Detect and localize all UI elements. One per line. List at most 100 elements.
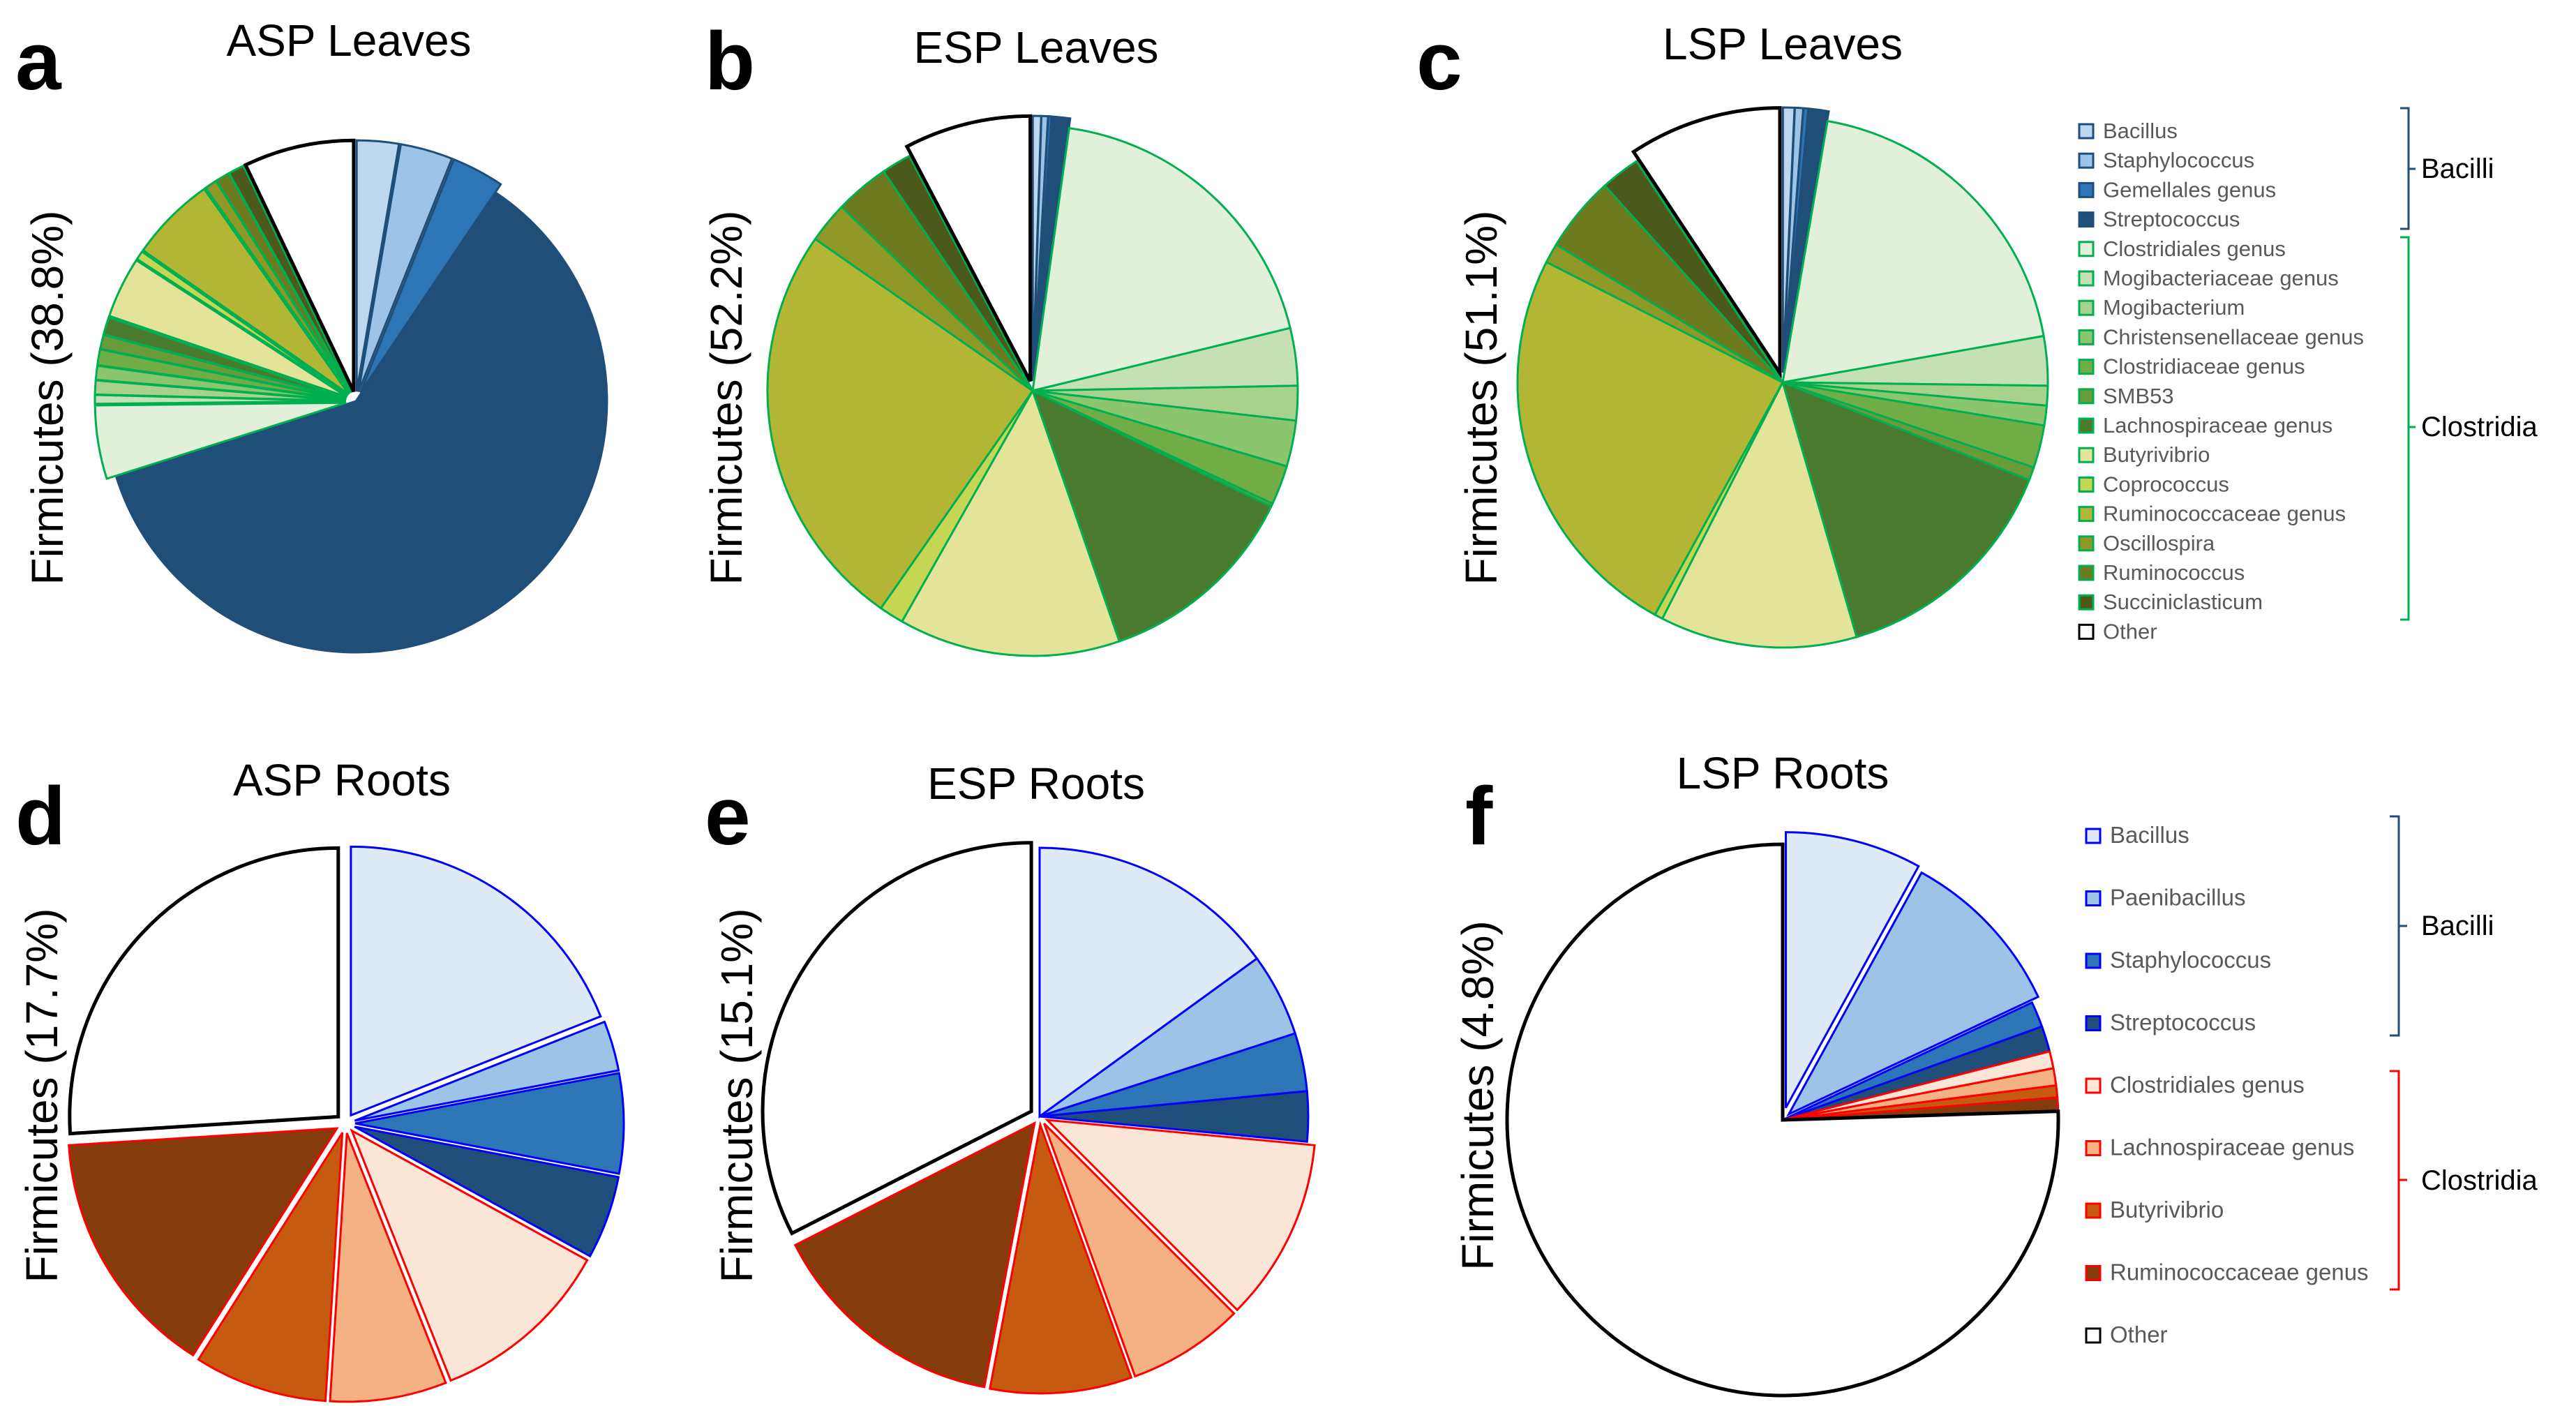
pie-b — [766, 114, 1299, 657]
panel-title-c: LSP Leaves — [1663, 19, 1903, 69]
legend-swatch-ruminococcaceae-genus — [2085, 1265, 2102, 1281]
panel-letter-e: e — [705, 770, 751, 862]
legend-swatch-mogibacterium — [2078, 299, 2095, 316]
legend-label-christensenellaceae-genus: Christensenellaceae genus — [2103, 324, 2364, 349]
panel-letter-c: c — [1416, 15, 1462, 107]
pie-e-slice-other — [761, 841, 1033, 1236]
legend-swatch-clostridiales-genus — [2078, 241, 2095, 257]
pie-a — [93, 138, 608, 654]
pie-a-slice-other — [243, 138, 356, 393]
class-label-bacilli-roots: Bacilli — [2421, 911, 2494, 941]
pie-d-slice-paenibacillus — [354, 1020, 620, 1122]
pie-b-slice-succiniclasticum — [882, 154, 1034, 391]
pie-b-slice-lachnospiraceae-genus — [1031, 389, 1273, 643]
legend-swatch-gemellales-genus — [2078, 181, 2095, 198]
pie-e — [761, 841, 1316, 1395]
legend-label-ruminococcaceae-genus: Ruminococcaceae genus — [2103, 502, 2346, 526]
pie-e-slice-bacillus — [1038, 846, 1259, 1119]
legend-label-clostridiales-genus: Clostridiales genus — [2103, 237, 2286, 261]
panel-letter-f: f — [1465, 770, 1493, 862]
panel-b: b ESP Leaves Firmicutes (52.2%) — [701, 15, 1299, 657]
legend-label-staphylococcus: Staphylococcus — [2103, 148, 2254, 172]
pie-a-slice-staphylococcus — [357, 142, 454, 393]
panel-f: f LSP Roots Firmicutes (4.8%) — [1453, 748, 2060, 1398]
pie-d-slice-ruminococcaceae-genus — [68, 1127, 339, 1357]
panel-d: d ASP Roots Firmicutes (17.7%) — [15, 755, 625, 1403]
legend-swatch-other — [2085, 1327, 2102, 1344]
legend-swatch-christensenellaceae-genus — [2078, 329, 2095, 345]
bracket-bacilli-leaves — [2400, 107, 2416, 230]
class-label-bacilli-leaves: Bacilli — [2421, 154, 2494, 184]
pie-b-slice-other — [904, 114, 1033, 382]
legend-swatch-staphylococcus — [2085, 952, 2102, 969]
legend-roots-items: Bacillus Paenibacillus Staphylococcus Strep… — [2085, 822, 2369, 1347]
pie-e-slice-streptococcus — [1039, 1090, 1310, 1143]
legend-label-other: Other — [2103, 619, 2157, 643]
legend-label-coprococcus: Coprococcus — [2103, 472, 2229, 496]
yaxis-label-f: Firmicutes (4.8%) — [1453, 920, 1503, 1270]
pie-e-slice-clostridiales-genus — [1044, 1119, 1316, 1312]
pie-a-slice-ruminococcaceae-genus — [142, 187, 350, 396]
legend-label-bacillus: Bacillus — [2103, 119, 2178, 143]
legend-label-butyrivibrio: Butyrivibrio — [2103, 442, 2210, 467]
yaxis-label-a: Firmicutes (38.8%) — [22, 211, 73, 585]
pie-b-slice-ruminococcaceae-genus — [766, 237, 1035, 610]
legend-leaves: Bacillus Staphylococcus Gemellales genus St… — [2078, 107, 2538, 643]
pie-a-slice-streptococcus — [114, 191, 608, 654]
pie-d-slice-bacillus — [350, 845, 602, 1117]
legend-swatch-bacillus — [2078, 123, 2095, 140]
panel-e: e ESP Roots Firmicutes (15.1%) — [705, 758, 1316, 1395]
pie-c-slice-ruminococcaceae-genus — [1516, 260, 1785, 617]
pie-f-slice-paenibacillus — [1786, 871, 2040, 1117]
legend-label-smb53: SMB53 — [2103, 384, 2174, 408]
pie-c-slice-lachnospiraceae-genus — [1781, 380, 2031, 638]
legend-swatch-mogibacteriaceae-genus — [2078, 270, 2095, 287]
pie-a-slice-gemellales-genus — [359, 158, 502, 394]
pie-e-slice-ruminococcaceae-genus — [793, 1121, 1036, 1389]
legend-label-clostridiales-genus: Clostridiales genus — [2110, 1072, 2305, 1098]
legend-label-clostridiaceae-genus: Clostridiaceae genus — [2103, 354, 2305, 379]
bracket-clostridia-roots — [2390, 1070, 2407, 1291]
panel-title-b: ESP Leaves — [913, 22, 1158, 73]
pie-f-slice-bacillus — [1785, 831, 1920, 1109]
legend-swatch-butyrivibrio — [2085, 1202, 2102, 1219]
legend-swatch-ruminococcaceae-genus — [2078, 506, 2095, 523]
pie-c-slice-other — [1631, 106, 1782, 379]
pie-a-slice-bacillus — [355, 139, 400, 392]
panel-letter-d: d — [15, 770, 66, 862]
yaxis-label-e: Firmicutes (15.1%) — [712, 908, 762, 1283]
pie-c — [1516, 106, 2049, 649]
pie-a-slice-clostridiales-genus — [93, 401, 347, 480]
pie-b-slice-butyrivibrio — [900, 388, 1121, 657]
panel-title-e: ESP Roots — [927, 758, 1145, 809]
pie-d-slice-streptococcus — [354, 1125, 620, 1258]
legend-swatch-lachnospiraceae-genus — [2078, 417, 2095, 434]
yaxis-label-d: Firmicutes (17.7%) — [17, 908, 67, 1283]
legend-swatch-paenibacillus — [2085, 890, 2102, 906]
legend-label-paenibacillus: Paenibacillus — [2110, 885, 2245, 911]
panel-title-f: LSP Roots — [1677, 748, 1889, 798]
pie-d-slice-lachnospiraceae-genus — [329, 1132, 447, 1403]
legend-swatch-ruminococcus — [2078, 564, 2095, 581]
bracket-clostridia-leaves — [2400, 236, 2416, 621]
pie-c-slice-butyrivibrio — [1661, 379, 1858, 649]
legend-swatch-butyrivibrio — [2078, 447, 2095, 463]
legend-label-lachnospiraceae-genus: Lachnospiraceae genus — [2110, 1135, 2354, 1160]
legend-swatch-lachnospiraceae-genus — [2085, 1140, 2102, 1156]
pie-a-slice-butyrivibrio — [107, 258, 348, 398]
panel-letter-a: a — [15, 15, 62, 107]
legend-label-other: Other — [2110, 1322, 2168, 1347]
legend-swatch-clostridiales-genus — [2085, 1077, 2102, 1094]
legend-label-gemellales-genus: Gemellales genus — [2103, 177, 2276, 202]
class-label-clostridia-leaves: Clostridia — [2421, 412, 2538, 442]
legend-swatch-bacillus — [2085, 828, 2102, 844]
legend-swatch-staphylococcus — [2078, 152, 2095, 169]
legend-roots: Bacillus Paenibacillus Staphylococcus Strep… — [2085, 815, 2538, 1347]
legend-swatch-smb53 — [2078, 388, 2095, 405]
legend-swatch-clostridiaceae-genus — [2078, 359, 2095, 375]
panel-a: a ASP Leaves Firmicutes (38.8%) — [15, 15, 608, 654]
legend-swatch-other — [2078, 623, 2095, 640]
pie-a-slice-succiniclasticum — [227, 164, 352, 394]
legend-label-streptococcus: Streptococcus — [2103, 207, 2240, 232]
